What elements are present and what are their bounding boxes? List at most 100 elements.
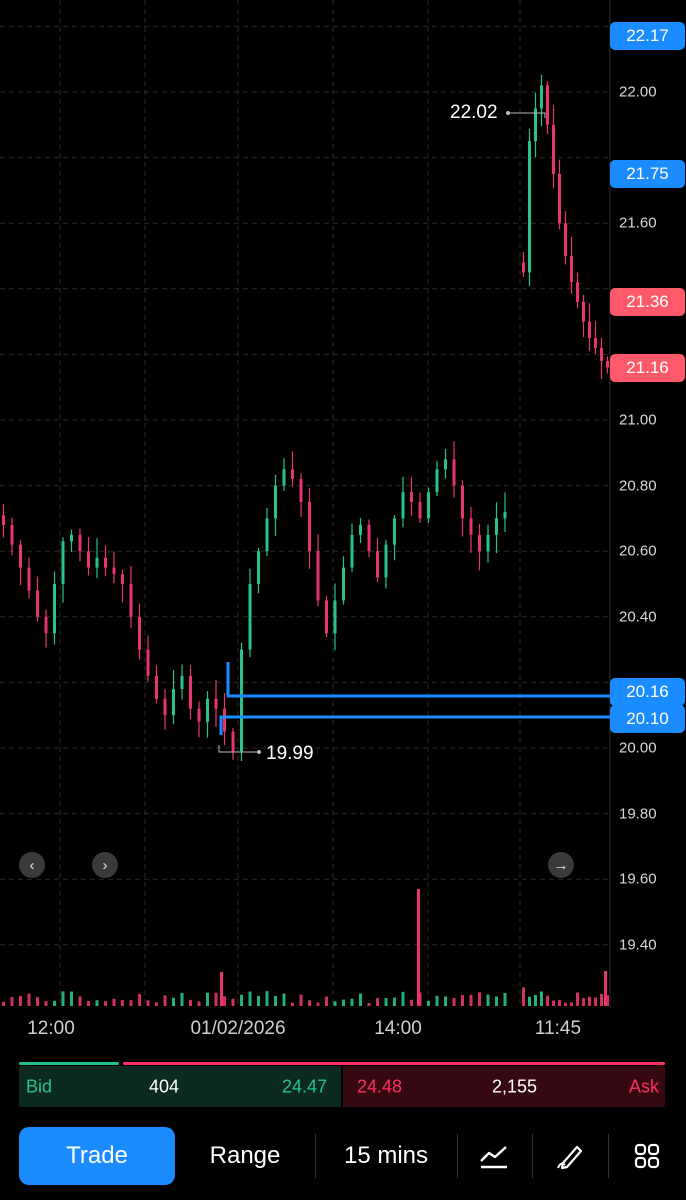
volume-bar: [534, 994, 537, 1006]
volume-bar: [350, 998, 354, 1006]
volume-bar: [53, 1000, 56, 1006]
volume-bar: [44, 1001, 48, 1006]
volume-bar: [121, 1000, 124, 1006]
scroll-right-button[interactable]: ›: [92, 852, 118, 878]
jump-to-latest-button[interactable]: →: [548, 852, 574, 878]
volume-bar: [478, 992, 481, 1006]
volume-bar: [444, 996, 447, 1006]
candle-body: [121, 574, 124, 584]
candle-body: [138, 616, 141, 650]
bid-panel[interactable]: Bid 404 24.47: [19, 1066, 341, 1107]
candle-body: [410, 492, 413, 502]
volume-bar: [410, 999, 413, 1006]
volume-bar: [36, 997, 39, 1006]
order-line-20-16: [226, 662, 610, 698]
candle-body: [486, 534, 490, 552]
interval-button[interactable]: 15 mins: [343, 1142, 429, 1169]
candle-body: [503, 511, 507, 519]
volume-bar: [189, 999, 192, 1006]
low-leader-line: [218, 745, 259, 753]
y-axis-tick: 20.40: [619, 608, 657, 626]
candle-body: [282, 469, 286, 486]
candle-body: [582, 301, 585, 322]
indicators-button[interactable]: [477, 1139, 511, 1173]
candle-body: [163, 698, 167, 716]
y-axis-tick: 19.80: [619, 805, 657, 823]
y-axis-tick: 19.60: [619, 870, 657, 888]
chart-canvas[interactable]: [0, 0, 686, 1050]
candle-body: [223, 708, 226, 732]
volume-bar: [274, 995, 277, 1006]
bid-size: 404: [149, 1076, 180, 1096]
candle-body: [576, 282, 579, 302]
volume-bar: [495, 996, 498, 1006]
volume-bar: [163, 995, 167, 1006]
volume-bar: [87, 1000, 90, 1006]
candle-body: [546, 85, 549, 125]
y-axis-tick: 22.00: [619, 83, 657, 101]
candle-body: [87, 551, 90, 568]
toolbar-divider: [608, 1134, 609, 1178]
candle-body: [350, 534, 354, 568]
candle-body: [570, 256, 573, 283]
volume-bar: [461, 995, 464, 1006]
y-axis-tick: 20.60: [619, 542, 657, 560]
volume-bar: [558, 999, 561, 1006]
candle-body: [44, 616, 48, 634]
candle-body: [600, 347, 603, 361]
scroll-left-button[interactable]: ‹: [19, 852, 45, 878]
toolbar-divider: [457, 1134, 458, 1178]
ask-panel[interactable]: 24.48 2,155 Ask: [343, 1066, 665, 1107]
volume-bar: [78, 996, 82, 1006]
volume-bar: [384, 998, 388, 1006]
volume-bar: [129, 1000, 133, 1006]
volume-bar: [528, 996, 531, 1006]
volume-bar: [576, 992, 579, 1006]
price-tag: 20.10: [610, 705, 685, 734]
volume-bar: [240, 994, 243, 1006]
grid-icon: [634, 1143, 660, 1169]
y-axis-tick: 20.00: [619, 739, 657, 757]
candle-body: [206, 698, 209, 722]
candle-body: [435, 469, 439, 493]
ask-label: Ask: [628, 1076, 659, 1096]
candle-body: [27, 567, 31, 591]
candle-body: [248, 584, 252, 650]
candle-body: [146, 649, 150, 676]
candle-body: [129, 584, 133, 617]
volume-bar: [564, 1002, 567, 1006]
volume-spike: [220, 972, 223, 1006]
candle-body: [197, 708, 201, 722]
candle-body: [104, 557, 107, 568]
volume-bar: [600, 993, 603, 1006]
trade-button[interactable]: Trade: [19, 1127, 175, 1185]
candle-body: [376, 551, 379, 578]
volume-bar: [540, 991, 543, 1006]
volume-bar: [257, 995, 260, 1006]
price-tag: 20.16: [610, 677, 685, 706]
volume-bar: [367, 1002, 371, 1006]
candle-body: [418, 502, 422, 519]
session-low-label: 19.99: [266, 743, 314, 764]
volume-bar: [546, 995, 549, 1006]
ask-size: 2,155: [492, 1076, 538, 1096]
layout-button[interactable]: [630, 1139, 664, 1173]
drawing-tools-button[interactable]: [553, 1139, 587, 1173]
candle-body: [367, 524, 371, 552]
range-button[interactable]: Range: [209, 1142, 281, 1169]
volume-bar: [594, 997, 597, 1006]
candle-body: [342, 567, 345, 601]
volume-bar: [214, 992, 218, 1006]
candle-body: [558, 174, 561, 224]
volume-bar: [19, 995, 22, 1006]
toolbar-divider: [532, 1134, 533, 1178]
price-chart[interactable]: 19.40 19.60 19.80 20.00 20.40 20.60 20.80 21.00…: [0, 0, 686, 1050]
candle-body: [588, 321, 591, 338]
low-marker: [257, 750, 261, 754]
price-tag: 21.36: [610, 287, 685, 316]
volume-bar: [427, 1000, 430, 1006]
candle-body: [36, 590, 39, 617]
volume-bar: [401, 991, 405, 1006]
volume-bar: [265, 991, 269, 1006]
candle-body: [180, 675, 184, 689]
